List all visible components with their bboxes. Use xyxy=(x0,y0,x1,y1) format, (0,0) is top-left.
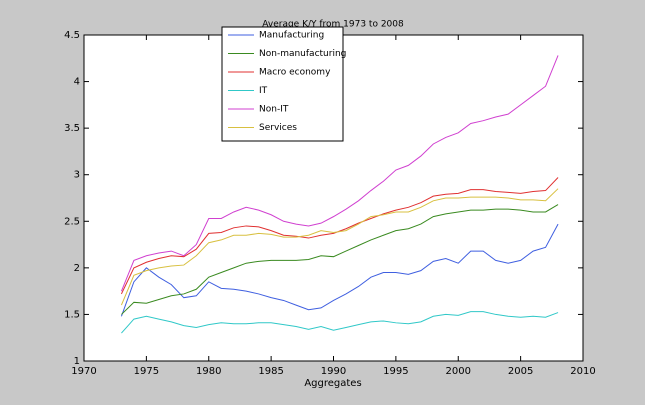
y-tick-label: 2.5 xyxy=(64,216,80,227)
x-tick-label: 2000 xyxy=(446,366,471,377)
legend-label: Non-manufacturing xyxy=(259,49,346,59)
series-line xyxy=(121,204,559,315)
y-tick-label: 1 xyxy=(74,356,80,367)
y-tick-label: 1.5 xyxy=(64,309,80,320)
chart-title: Average K/Y from 1973 to 2008 xyxy=(262,20,404,30)
y-tick-label: 3.5 xyxy=(64,123,80,134)
legend-label: Macro economy xyxy=(259,68,331,78)
y-tick-label: 4 xyxy=(74,77,80,88)
legend-label: Services xyxy=(259,123,297,133)
x-tick-label: 1975 xyxy=(134,366,159,377)
series-line xyxy=(120,188,559,306)
y-tick-label: 2 xyxy=(74,263,80,274)
series-line xyxy=(121,311,559,334)
x-axis-label: Aggregates xyxy=(304,378,361,389)
legend: Manufacturing Non-manufacturing Macro econ… xyxy=(221,26,346,142)
y-tick-label: 3 xyxy=(74,170,80,181)
x-tick-label: 1980 xyxy=(196,366,221,377)
x-tick-label: 2010 xyxy=(570,366,595,377)
x-tick-label: 1995 xyxy=(383,366,408,377)
x-tick-label: 1970 xyxy=(71,366,96,377)
series-line xyxy=(120,55,559,292)
legend-label: Non-IT xyxy=(259,105,289,115)
x-tick-label: 1985 xyxy=(258,366,283,377)
series-line xyxy=(120,223,559,317)
x-tick-label: 2005 xyxy=(508,366,533,377)
y-tick-label: 4.5 xyxy=(64,30,80,41)
legend-label: IT xyxy=(259,86,268,96)
legend-label: Manufacturing xyxy=(259,31,324,41)
x-tick-label: 1990 xyxy=(321,366,346,377)
legend-box xyxy=(221,26,344,142)
